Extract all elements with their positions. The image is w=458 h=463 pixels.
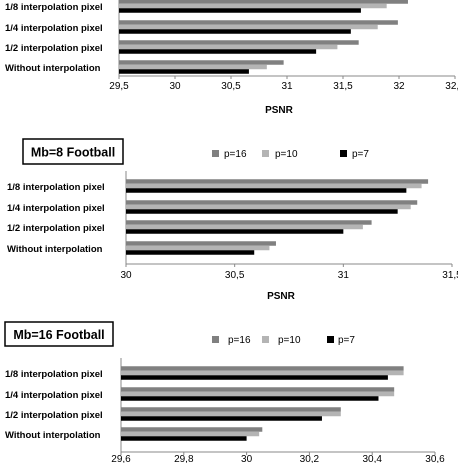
x-tick-label: 30 (120, 270, 132, 281)
bar-p=10 (121, 431, 260, 437)
bar-p=16 (126, 200, 418, 205)
bar-p=7 (119, 69, 249, 74)
x-axis-label: PSNR (267, 291, 296, 302)
bar-p=16 (121, 387, 395, 392)
bar-p=7 (126, 229, 344, 234)
bar-p=16 (119, 60, 284, 65)
x-tick-label: 30,5 (225, 270, 245, 281)
bar-p=10 (119, 24, 378, 30)
category-label: 1/4 interpolation pixel (7, 203, 105, 214)
bar-p=7 (119, 49, 317, 54)
x-tick-label: 30,4 (362, 454, 382, 463)
bar-p=16 (121, 407, 341, 412)
legend-label-p=10: p=10 (278, 335, 301, 346)
bar-p=10 (126, 204, 411, 210)
bar-p=10 (121, 411, 341, 417)
x-tick-label: 31,5 (442, 270, 458, 281)
category-label: 1/4 interpolation pixel (5, 390, 103, 401)
category-label: Without interpolation (5, 63, 101, 74)
x-tick-label: 30 (169, 81, 181, 92)
category-label: 1/2 interpolation pixel (5, 43, 103, 54)
legend-marker-p=16 (212, 336, 219, 343)
bar-p=7 (121, 396, 379, 401)
x-tick-label: 29,5 (109, 81, 129, 92)
bar-p=10 (119, 44, 338, 50)
x-tick-label: 29,6 (111, 454, 131, 463)
bar-p=16 (121, 366, 404, 371)
bar-p=16 (119, 40, 359, 45)
bar-p=16 (119, 0, 408, 4)
bar-p=7 (119, 8, 361, 13)
legend-label-p=10: p=10 (275, 149, 298, 160)
bar-p=7 (121, 375, 388, 380)
legend-marker-p=16 (212, 150, 219, 157)
bar-p=16 (121, 427, 263, 432)
bar-p=10 (126, 245, 270, 251)
bar-p=7 (126, 188, 407, 193)
legend-label-p=7: p=7 (338, 335, 355, 346)
bar-p=16 (126, 241, 276, 246)
chart-panel-1: 29,5 30 30,5 31 31,5 32 32,5 PSNR 1/8 interpolat… (5, 0, 458, 116)
bar-p=7 (126, 250, 255, 255)
legend-marker-p=7 (327, 336, 334, 343)
bar-p=7 (126, 209, 398, 214)
chart-title: Mb=8 Football (31, 146, 115, 160)
category-label: Without interpolation (7, 244, 103, 255)
legend-marker-p=7 (340, 150, 347, 157)
category-label: 1/2 interpolation pixel (7, 223, 105, 234)
x-tick-label: 32,5 (445, 81, 458, 92)
chart-panel-3: Mb=16 Football p=16 p=10 p=7 29,6 29,8 30 30,2 3… (4, 321, 445, 463)
legend-label-p=16: p=16 (224, 149, 247, 160)
category-label: 1/8 interpolation pixel (7, 182, 105, 193)
chart-title: Mb=16 Football (13, 328, 104, 342)
x-tick-label: 31 (338, 270, 350, 281)
chart-panel-2: Mb=8 Football p=16 p=10 p=7 30 30,5 31 31,5 PSNR… (7, 138, 458, 302)
bar-p=7 (119, 29, 351, 34)
x-axis-label: PSNR (265, 105, 294, 116)
bar-p=7 (121, 436, 247, 441)
x-tick-label: 30 (241, 454, 253, 463)
legend-label-p=16: p=16 (228, 335, 251, 346)
legend-marker-p=10 (262, 150, 269, 157)
x-tick-label: 30,5 (221, 81, 241, 92)
bar-p=16 (126, 179, 429, 184)
category-label: 1/8 interpolation pixel (5, 369, 103, 380)
x-tick-label: 30,2 (300, 454, 320, 463)
bar-p=10 (121, 391, 395, 397)
chart-title-box (4, 321, 114, 347)
chart-title-box (22, 138, 124, 165)
bar-p=16 (119, 20, 398, 25)
bar-p=10 (126, 183, 422, 189)
bar-p=7 (121, 416, 322, 421)
legend-marker-p=10 (262, 336, 269, 343)
x-tick-label: 30,6 (425, 454, 445, 463)
x-tick-label: 32 (393, 81, 405, 92)
x-tick-label: 31,5 (333, 81, 353, 92)
x-tick-label: 31 (281, 81, 293, 92)
category-label: Without interpolation (5, 430, 101, 441)
category-label: 1/8 interpolation pixel (5, 2, 103, 13)
bar-p=10 (119, 64, 267, 70)
legend-label-p=7: p=7 (352, 149, 369, 160)
bar-p=10 (121, 370, 404, 376)
bar-p=10 (126, 224, 363, 230)
bar-p=16 (126, 220, 372, 225)
x-tick-label: 29,8 (174, 454, 194, 463)
category-label: 1/2 interpolation pixel (5, 410, 103, 421)
category-label: 1/4 interpolation pixel (5, 23, 103, 34)
bar-p=10 (119, 3, 387, 9)
